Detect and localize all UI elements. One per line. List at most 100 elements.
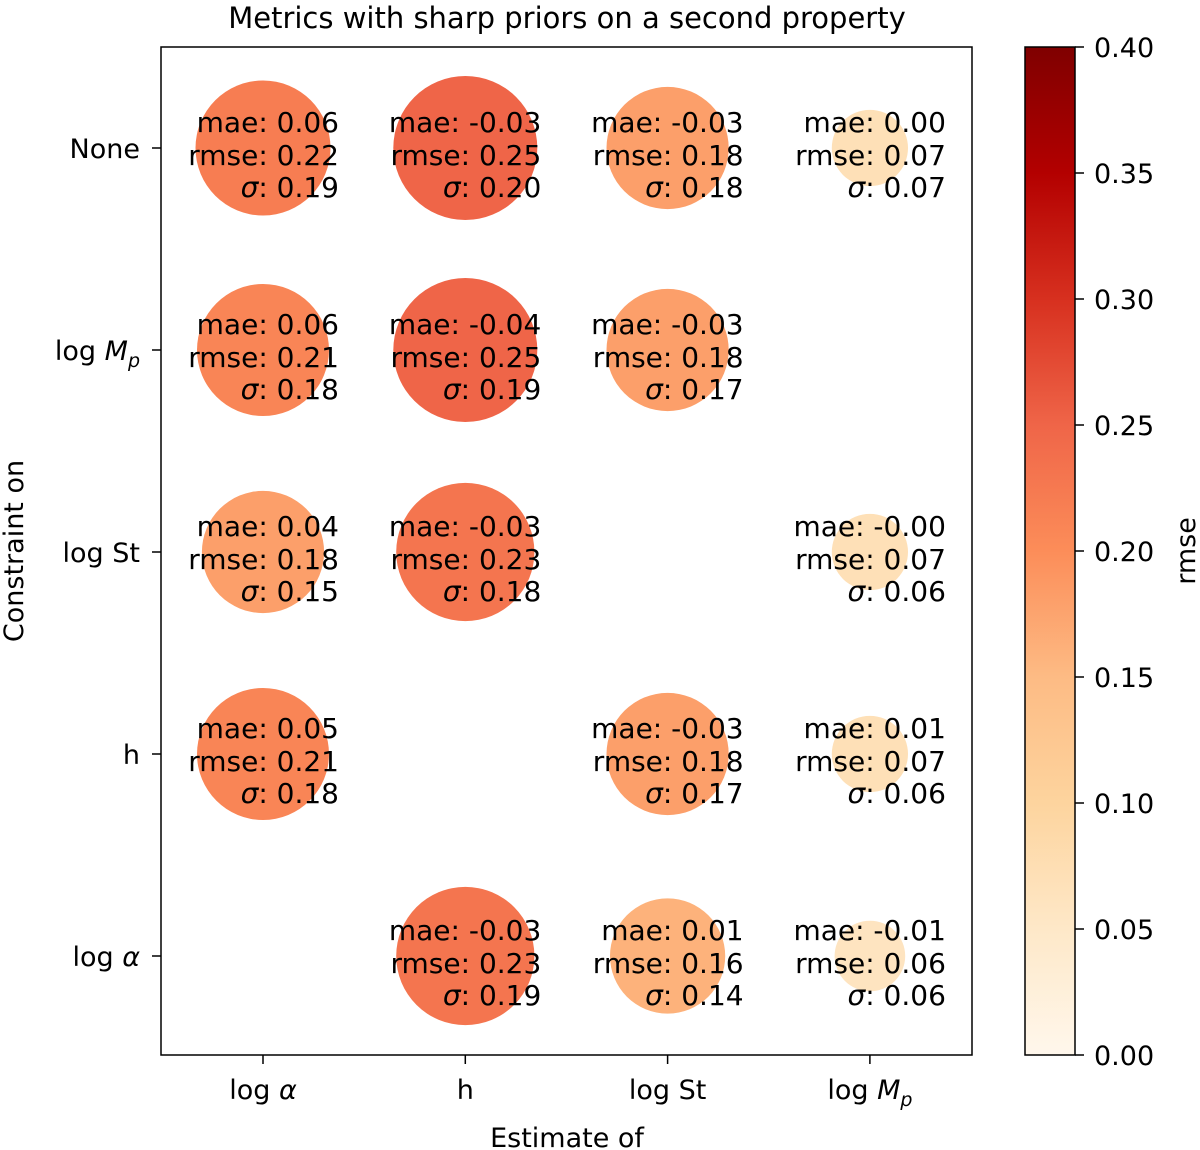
- x-axis-label: Estimate of: [490, 1123, 645, 1150]
- cell-rmse-label: rmse: 0.21: [188, 341, 339, 374]
- cell-sigma-label: σ: 0.19: [443, 979, 541, 1012]
- y-axis-ticks: None log Mp log St h log α: [55, 134, 161, 973]
- cell-sigma-label: σ: 0.18: [645, 171, 743, 204]
- cell-rmse-label: rmse: 0.06: [795, 947, 946, 980]
- cell-rmse-label: rmse: 0.07: [795, 745, 946, 778]
- marker-h-vs-log-st: [396, 482, 535, 622]
- chart-title: Metrics with sharp priors on a second pr…: [228, 1, 906, 35]
- cell-rmse-label: rmse: 0.18: [593, 139, 744, 172]
- colorbar-tick-label: 0.05: [1094, 915, 1154, 946]
- colorbar-tick-label: 0.20: [1094, 537, 1154, 568]
- cell-mae-label: mae: 0.01: [601, 914, 743, 947]
- marker-log-vs-none: [195, 80, 331, 216]
- y-tick-label-log-m-p: log Mp: [55, 336, 140, 372]
- cell-rmse-label: rmse: 0.07: [795, 543, 946, 576]
- cell-rmse-label: rmse: 0.22: [188, 139, 339, 172]
- x-tick-label-h: h: [457, 1075, 474, 1106]
- marker-log-vs-log-st: [201, 490, 325, 614]
- cell-mae-label: mae: 0.06: [197, 106, 339, 139]
- cell-sigma-label: σ: 0.06: [847, 777, 945, 810]
- colorbar-label: rmse: [1171, 517, 1200, 585]
- colorbar-tick-label: 0.40: [1094, 33, 1154, 64]
- cell-mae-label: mae: -0.03: [389, 106, 541, 139]
- y-tick-label-h: h: [123, 740, 140, 771]
- cell-mae-label: mae: -0.00: [793, 510, 945, 543]
- plot-frame: [160, 46, 973, 1056]
- marker-log-m-p-vs-none: [831, 109, 909, 187]
- cell-sigma-label: σ: 0.07: [847, 171, 945, 204]
- cell-rmse-label: rmse: 0.25: [391, 341, 542, 374]
- cell-mae-label: mae: -0.03: [591, 106, 743, 139]
- circles-layer: [195, 76, 909, 1026]
- cell-sigma-label: σ: 0.06: [847, 979, 945, 1012]
- cell-sigma-label: σ: 0.19: [443, 373, 541, 406]
- x-tick-label-log: log α: [229, 1075, 297, 1106]
- marker-h-vs-log: [396, 886, 535, 1026]
- cell-sigma-label: σ: 0.17: [645, 373, 743, 406]
- marker-log-vs-h: [197, 688, 329, 820]
- cell-rmse-label: rmse: 0.21: [188, 745, 339, 778]
- cell-mae-label: mae: -0.04: [389, 308, 541, 341]
- colorbar-tick-label: 0.00: [1094, 1041, 1154, 1072]
- colorbar: 0.00 0.05 0.10 0.15 0.20 0.25 0.30 0.35 0.40 rms…: [1024, 33, 1200, 1072]
- marker-log-st-vs-h: [606, 692, 729, 816]
- cell-mae-label: mae: -0.03: [591, 712, 743, 745]
- cell-rmse-label: rmse: 0.18: [593, 341, 744, 374]
- cell-mae-label: mae: -0.01: [793, 914, 945, 947]
- colorbar-tick-label: 0.25: [1094, 411, 1154, 442]
- y-tick-label-log-st: log St: [63, 538, 140, 569]
- marker-log-vs-log-m-p: [197, 284, 329, 416]
- marker-log-m-p-vs-log: [834, 920, 906, 992]
- cell-mae-label: mae: -0.03: [591, 308, 743, 341]
- colorbar-ticks: 0.00 0.05 0.10 0.15 0.20 0.25 0.30 0.35 0.40: [1075, 33, 1154, 1072]
- cell-rmse-label: rmse: 0.16: [593, 947, 744, 980]
- y-axis-label: Constraint on: [0, 460, 30, 642]
- cell-rmse-label: rmse: 0.07: [795, 139, 946, 172]
- x-tick-label-log-m-p: log Mp: [827, 1075, 912, 1111]
- cell-mae-label: mae: 0.06: [197, 308, 339, 341]
- cell-rmse-label: rmse: 0.18: [593, 745, 744, 778]
- y-tick-label-none: None: [70, 134, 140, 165]
- marker-log-st-vs-log: [610, 898, 726, 1014]
- cell-sigma-label: σ: 0.19: [241, 171, 339, 204]
- colorbar-tick-label: 0.30: [1094, 285, 1154, 316]
- cell-sigma-label: σ: 0.18: [443, 575, 541, 608]
- cell-mae-label: mae: -0.03: [389, 914, 541, 947]
- x-tick-label-log-st: log St: [629, 1075, 706, 1106]
- cell-rmse-label: rmse: 0.18: [188, 543, 339, 576]
- colorbar-tick-label: 0.35: [1094, 159, 1154, 190]
- marker-log-m-p-vs-log-st: [831, 513, 909, 591]
- cell-rmse-label: rmse: 0.23: [391, 543, 542, 576]
- cell-sigma-label: σ: 0.17: [645, 777, 743, 810]
- marker-h-vs-log-m-p: [393, 278, 538, 422]
- cell-sigma-label: σ: 0.20: [443, 171, 541, 204]
- cell-rmse-label: rmse: 0.23: [391, 947, 542, 980]
- cell-mae-label: mae: 0.01: [804, 712, 946, 745]
- marker-log-m-p-vs-h: [831, 715, 909, 793]
- colorbar-tick-label: 0.10: [1094, 789, 1154, 820]
- marker-log-st-vs-log-m-p: [606, 288, 729, 412]
- cell-sigma-label: σ: 0.18: [241, 777, 339, 810]
- cell-mae-label: mae: 0.00: [804, 106, 946, 139]
- marker-log-st-vs-none: [606, 86, 729, 210]
- cell-mae-label: mae: 0.04: [197, 510, 339, 543]
- cell-mae-label: mae: -0.03: [389, 510, 541, 543]
- marker-h-vs-none: [393, 76, 538, 220]
